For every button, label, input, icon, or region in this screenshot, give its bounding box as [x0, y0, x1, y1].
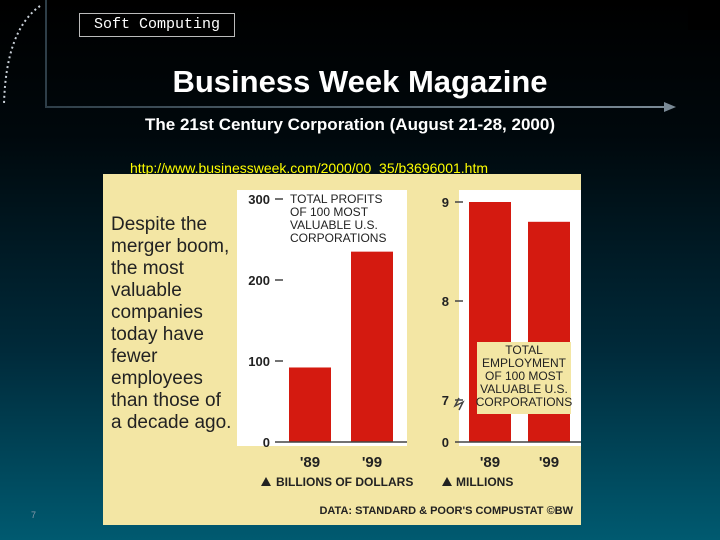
decorative-dotted-arc	[3, 5, 41, 105]
triangle-icon	[442, 477, 452, 486]
slide-subtitle: The 21st Century Corporation (August 21-…	[145, 115, 555, 134]
profits-x-label: '89	[300, 454, 320, 471]
profits-tick-label: 300	[248, 192, 270, 207]
profits-tick-label: 200	[248, 273, 270, 288]
caption-line: employees	[111, 368, 203, 389]
profits-title-line: CORPORATIONS	[290, 231, 386, 245]
caption-line: merger boom,	[111, 236, 229, 257]
employment-title-line: OF 100 MOST	[485, 369, 564, 383]
profits-bar	[289, 367, 331, 442]
title-underline	[45, 106, 670, 108]
caption-line: today have	[111, 324, 204, 345]
page-number: 7	[31, 510, 37, 520]
corner-block	[688, 0, 720, 30]
caption-line: the most	[111, 258, 185, 279]
data-source: DATA: STANDARD & POOR'S COMPUSTAT ©BW	[319, 505, 573, 517]
axis-break-icon	[453, 397, 465, 411]
caption-line: than those of	[111, 390, 222, 411]
caption-line: companies	[111, 302, 203, 323]
course-badge: Soft Computing	[79, 13, 235, 37]
vertical-rule	[45, 0, 47, 108]
caption-line: a decade ago.	[111, 412, 231, 433]
caption-line: Despite the	[111, 214, 207, 235]
employment-tick-label: 7	[442, 393, 449, 408]
profits-title-line: TOTAL PROFITS	[290, 192, 382, 206]
profits-tick-label: 100	[248, 354, 270, 369]
employment-unit-label: MILLIONS	[456, 475, 513, 489]
profits-title-line: VALUABLE U.S.	[290, 218, 378, 232]
source-link[interactable]: http://www.businessweek.com/2000/00_35/b…	[130, 160, 489, 176]
employment-title-box	[477, 342, 571, 414]
employment-tick-label: 0	[442, 435, 449, 450]
employment-x-label: '89	[480, 454, 500, 471]
triangle-icon	[261, 477, 271, 486]
employment-title-line: VALUABLE U.S.	[480, 382, 568, 396]
employment-x-label: '99	[539, 454, 559, 471]
profits-x-label: '99	[362, 454, 382, 471]
slide-title: Business Week Magazine	[172, 64, 548, 99]
title-underline-arrow	[664, 102, 676, 112]
profits-title-line: OF 100 MOST	[290, 205, 369, 219]
profits-tick-label: 0	[263, 435, 270, 450]
caption-line: fewer	[111, 346, 158, 367]
employment-title-line: TOTAL	[505, 343, 543, 357]
employment-tick-label: 9	[442, 195, 449, 210]
employment-title-line: CORPORATIONS	[476, 395, 572, 409]
magazine-figure: Despite the merger boom, the most valuable c…	[103, 174, 587, 525]
employment-title-line: EMPLOYMENT	[482, 356, 567, 370]
profits-bar	[351, 251, 393, 442]
employment-tick-label: 8	[442, 294, 449, 309]
caption-line: valuable	[111, 280, 182, 301]
profits-unit-label: BILLIONS OF DOLLARS	[276, 475, 413, 489]
